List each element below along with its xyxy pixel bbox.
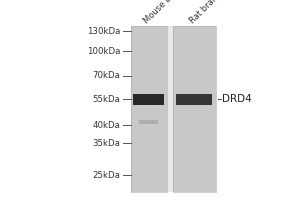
- Text: 25kDa: 25kDa: [93, 170, 121, 180]
- Text: DRD4: DRD4: [222, 94, 252, 104]
- Text: Mouse brain: Mouse brain: [142, 0, 185, 25]
- Bar: [172, 26, 216, 192]
- Bar: [176, 94, 212, 104]
- Text: 40kDa: 40kDa: [93, 120, 121, 130]
- Bar: [139, 120, 158, 124]
- Text: 130kDa: 130kDa: [87, 26, 121, 36]
- Bar: [133, 94, 164, 104]
- Bar: [172, 26, 216, 192]
- Text: 55kDa: 55kDa: [93, 95, 121, 104]
- Text: Rat brain: Rat brain: [188, 0, 221, 25]
- Text: 70kDa: 70kDa: [93, 72, 121, 80]
- Bar: [130, 26, 166, 192]
- Text: 100kDa: 100kDa: [87, 46, 121, 55]
- Bar: [130, 26, 166, 192]
- Text: 35kDa: 35kDa: [93, 138, 121, 148]
- Bar: [167, 26, 172, 192]
